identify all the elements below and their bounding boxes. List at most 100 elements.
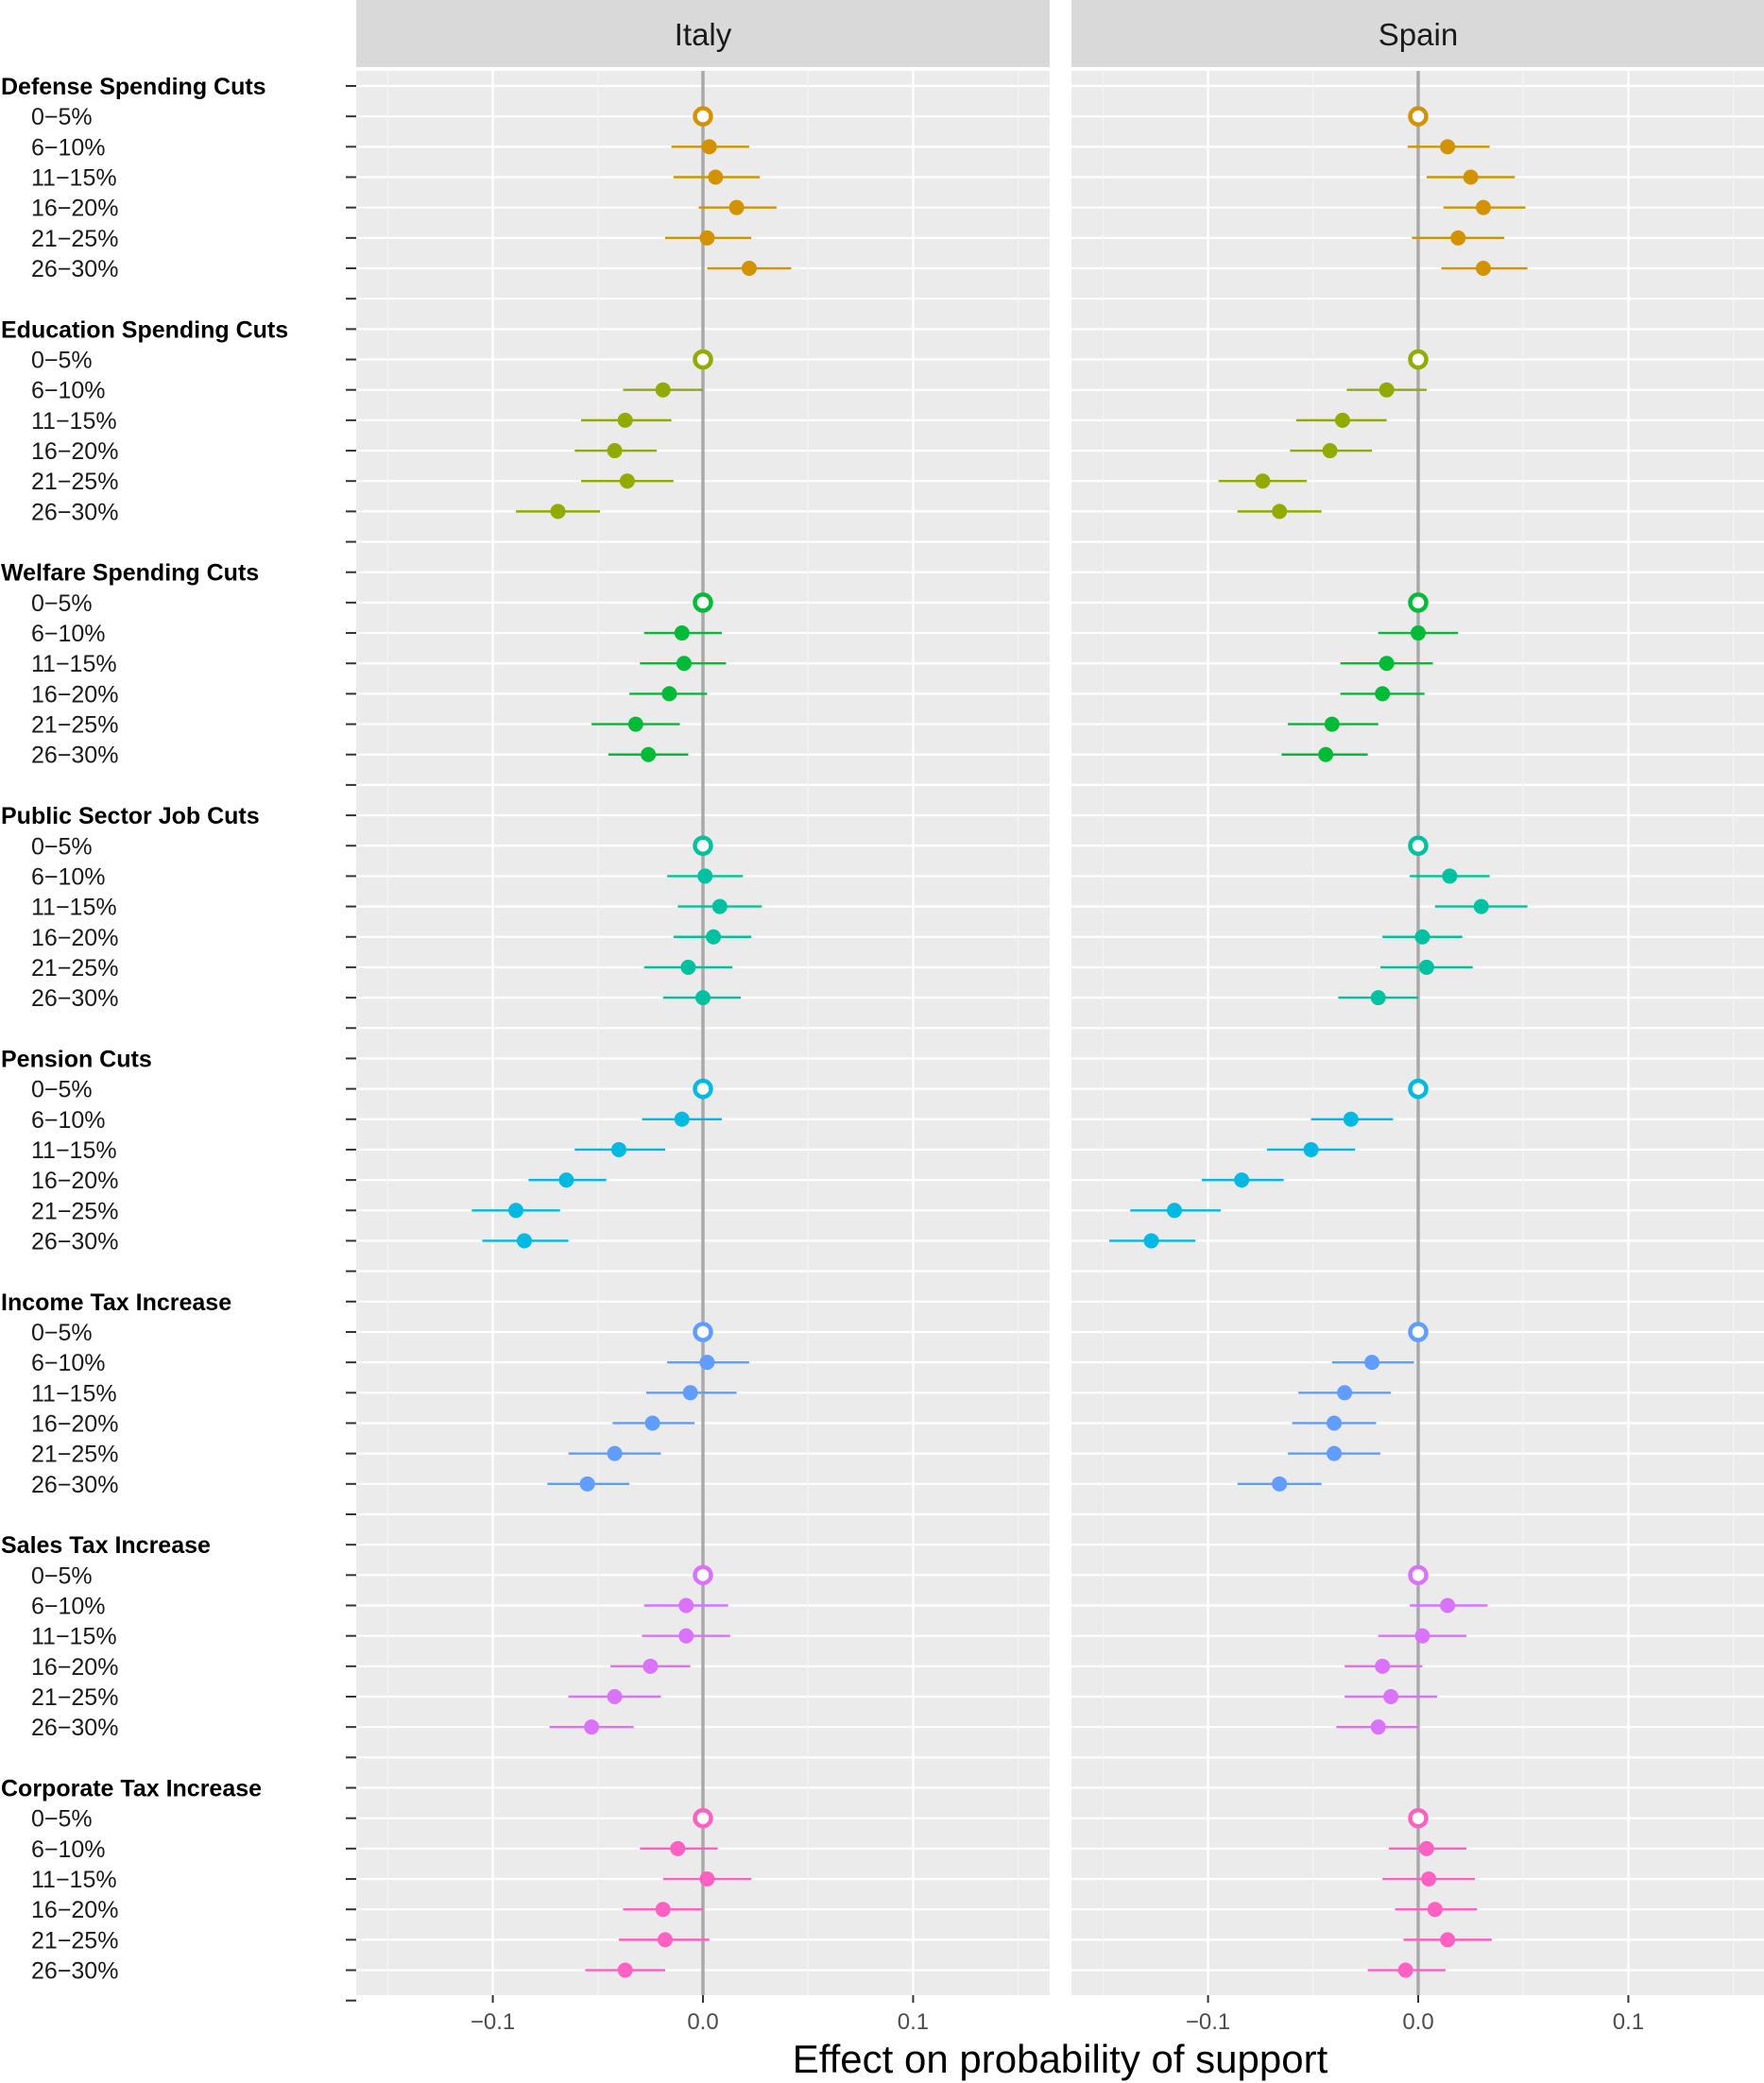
level-label: 21−25% [31,1927,118,1954]
point-estimate [1324,716,1340,732]
level-label: 26−30% [31,256,118,282]
reference-point [1408,1078,1429,1100]
level-label: 6−10% [31,863,106,890]
panel-strips: Italy Spain [356,0,1764,67]
panel-strip [1071,0,1764,67]
level-label: 16−20% [31,1168,118,1194]
point-estimate [1364,1355,1380,1371]
point-estimate [617,412,633,428]
point-estimate [617,1962,633,1978]
group-label: Pension Cuts [1,1046,152,1072]
level-label: 16−20% [31,1654,118,1681]
point-estimate [550,504,566,520]
point-estimate [508,1203,524,1219]
point-estimate [1272,1476,1288,1492]
point-estimate [678,1628,694,1644]
point-estimate [1383,1689,1399,1705]
level-label: 21−25% [31,1684,118,1711]
point-estimate [1475,261,1491,277]
point-estimate [1379,382,1395,398]
point-estimate [655,382,671,398]
point-estimate [627,716,643,732]
level-label: 26−30% [31,1958,118,1985]
point-estimate [680,959,696,975]
point-estimate [674,625,690,641]
level-label: 0−5% [31,1077,93,1103]
level-label: 0−5% [31,1806,93,1833]
point-estimate [706,929,722,945]
level-label: 6−10% [31,1107,106,1134]
point-estimate [699,1871,715,1887]
level-label: 11−15% [31,408,117,435]
level-label: 21−25% [31,712,118,739]
reference-point [693,1807,713,1829]
reference-point [693,1564,713,1586]
point-estimate [1450,230,1466,246]
reference-point [693,349,713,370]
point-estimate [711,898,728,914]
level-label: 21−25% [31,1198,118,1224]
point-estimate [699,230,715,246]
reference-point [1408,592,1429,613]
point-estimate [1463,169,1479,185]
x-axis: −0.1 0.0 0.1 −0.1 0.0 0.1 [471,1995,1644,2035]
level-label: 21−25% [31,955,118,982]
point-estimate [1234,1172,1250,1188]
reference-point [693,592,713,613]
reference-point [1408,1564,1429,1586]
level-label: 11−15% [31,1380,117,1407]
group-label: Education Spending Cuts [1,316,288,343]
point-estimate [674,1111,690,1127]
level-label: 11−15% [31,1137,117,1164]
point-estimate [1414,1628,1430,1644]
point-estimate [676,656,692,672]
point-estimate [516,1233,532,1249]
point-estimate [1375,1658,1391,1674]
group-label: Welfare Spending Cuts [1,560,259,587]
point-estimate [1473,898,1489,914]
point-estimate [1427,1902,1443,1918]
point-estimate [1166,1203,1182,1219]
level-label: 6−10% [31,1594,106,1620]
point-estimate [1255,473,1271,489]
level-label: 16−20% [31,925,118,951]
panel-strip [356,0,1050,67]
level-label: 21−25% [31,226,118,252]
x-tick-label: 0.1 [898,2009,929,2035]
level-label: 11−15% [31,895,117,921]
point-estimate [1327,1445,1343,1461]
panel-strip-label: Italy [675,17,732,52]
level-label: 6−10% [31,134,106,161]
point-estimate [697,868,713,884]
point-estimate [619,473,635,489]
level-label: 26−30% [31,985,118,1012]
point-estimate [1442,868,1458,884]
panel-strip-label: Spain [1379,17,1458,52]
point-estimate [657,1932,673,1948]
x-tick-label: 0.1 [1613,2009,1644,2035]
level-label: 26−30% [31,1715,118,1741]
reference-point [1408,1807,1429,1829]
level-label: 6−10% [31,378,106,404]
reference-point [693,1078,713,1100]
point-estimate [644,1415,660,1431]
point-estimate [607,1689,623,1705]
level-label: 11−15% [31,651,117,677]
point-estimate [1421,1871,1437,1887]
level-label: 0−5% [31,1562,93,1589]
level-label: 16−20% [31,196,118,222]
level-label: 26−30% [31,1228,118,1255]
reference-point [693,106,713,127]
level-label: 21−25% [31,469,118,495]
point-estimate [1334,412,1350,428]
level-label: 6−10% [31,1836,106,1863]
reference-point [1408,349,1429,370]
point-estimate [1370,990,1386,1006]
point-estimate [1414,929,1430,945]
x-tick-label: 0.0 [1402,2009,1433,2035]
reference-point [693,835,713,856]
reference-point [1408,106,1429,127]
level-label: 11−15% [31,1867,117,1893]
row-labels: Defense Spending Cuts 0−5% 6−10% 11−15% 16−2… [1,74,288,1985]
level-label: 11−15% [31,1624,117,1650]
